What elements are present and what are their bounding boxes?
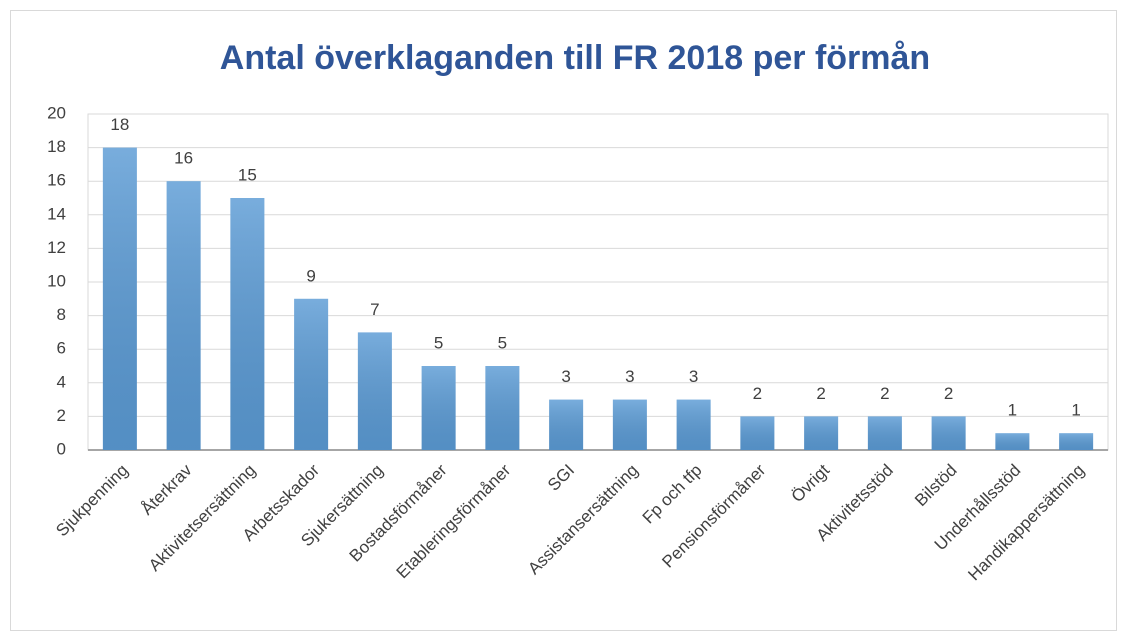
bar-shade <box>867 416 902 450</box>
data-label: 3 <box>689 367 698 386</box>
y-tick-label: 18 <box>47 137 66 156</box>
data-label: 16 <box>174 149 193 168</box>
data-label: 1 <box>1008 401 1017 420</box>
bar-shade <box>676 399 711 450</box>
data-label: 7 <box>370 300 379 319</box>
bar-shade <box>995 433 1030 450</box>
y-tick-label: 6 <box>57 339 66 358</box>
bar-shade <box>421 366 456 450</box>
chart-title: Antal överklaganden till FR 2018 per för… <box>220 39 930 77</box>
data-label: 5 <box>434 333 443 352</box>
data-label: 3 <box>625 367 634 386</box>
data-label: 2 <box>944 384 953 403</box>
bar-shade <box>102 147 137 450</box>
y-tick-label: 14 <box>47 204 66 223</box>
bar-shade <box>612 399 647 450</box>
bar-shade <box>1059 433 1094 450</box>
data-label: 2 <box>880 384 889 403</box>
y-tick-label: 20 <box>47 103 66 122</box>
y-tick-label: 10 <box>47 271 66 290</box>
bar-shade <box>230 198 265 450</box>
bar-shade <box>931 416 966 450</box>
data-label: 2 <box>816 384 825 403</box>
y-tick-label: 8 <box>57 305 66 324</box>
data-label: 3 <box>561 367 570 386</box>
bar-shade <box>485 366 520 450</box>
data-label: 15 <box>238 165 257 184</box>
bar-shade <box>294 298 329 450</box>
bar-shade <box>740 416 775 450</box>
y-tick-label: 4 <box>57 372 66 391</box>
bar-shade <box>357 332 392 450</box>
data-label: 18 <box>110 115 129 134</box>
y-tick-label: 0 <box>57 439 66 458</box>
data-label: 9 <box>306 266 315 285</box>
bar-shade <box>804 416 839 450</box>
bar-shade <box>549 399 584 450</box>
y-tick-label: 12 <box>47 238 66 257</box>
y-tick-label: 2 <box>57 406 66 425</box>
data-label: 1 <box>1071 401 1080 420</box>
data-label: 5 <box>498 333 507 352</box>
bar-shade <box>166 181 201 450</box>
data-label: 2 <box>753 384 762 403</box>
y-tick-label: 16 <box>47 171 66 190</box>
